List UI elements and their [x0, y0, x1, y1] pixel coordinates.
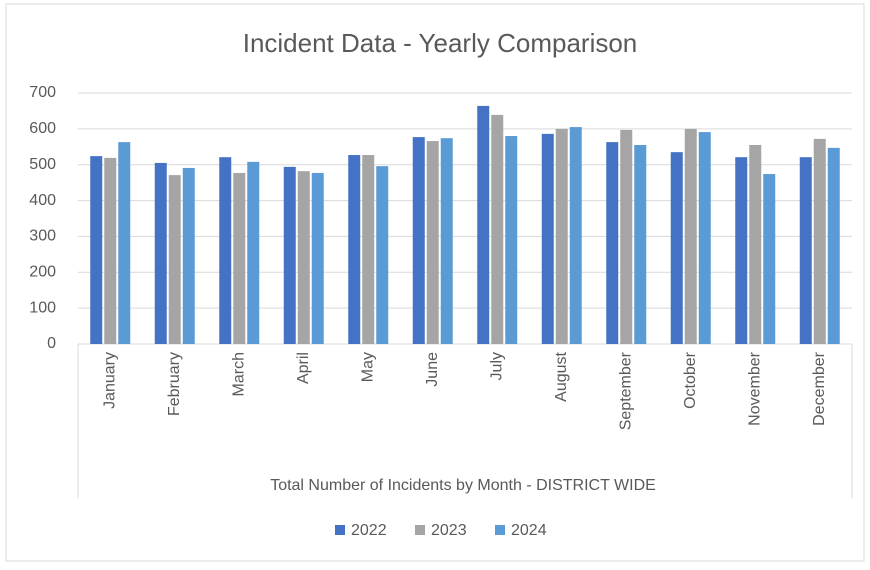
bar — [426, 141, 439, 344]
y-tick-label: 0 — [47, 335, 56, 352]
x-axis-title: Total Number of Incidents by Month - DIS… — [270, 477, 656, 494]
y-tick-label: 200 — [29, 264, 56, 281]
bar — [168, 175, 181, 344]
bar — [154, 162, 167, 344]
bar — [283, 166, 296, 344]
bar — [606, 142, 619, 344]
bar — [247, 161, 260, 344]
bar — [311, 172, 324, 344]
bar — [749, 144, 762, 344]
bar — [297, 171, 310, 344]
bar — [555, 128, 568, 344]
bar — [620, 129, 633, 344]
bar — [799, 157, 812, 344]
y-tick-label: 100 — [29, 299, 56, 316]
x-tick-label: March — [230, 352, 247, 396]
bar — [182, 167, 195, 344]
x-tick-label: August — [553, 351, 570, 401]
x-tick-label: September — [617, 351, 634, 430]
x-tick-label: April — [295, 352, 312, 384]
x-tick-label: January — [101, 352, 118, 409]
y-tick-label: 300 — [29, 228, 56, 245]
bar — [233, 172, 246, 344]
x-tick-label: October — [682, 351, 699, 409]
bar — [505, 136, 518, 344]
bar — [90, 156, 103, 344]
y-tick-label: 400 — [29, 192, 56, 209]
bar — [569, 127, 582, 344]
y-tick-label: 600 — [29, 120, 56, 137]
y-tick-label: 500 — [29, 156, 56, 173]
bar — [118, 142, 131, 344]
bar — [827, 147, 840, 344]
x-tick-label: June — [424, 352, 441, 387]
bar — [104, 157, 117, 344]
bar — [491, 114, 504, 344]
y-tick-label: 700 — [29, 84, 56, 101]
bar — [348, 155, 361, 344]
x-tick-label: May — [359, 352, 376, 382]
legend-swatch — [415, 525, 425, 535]
bar — [670, 152, 683, 344]
legend-label: 2022 — [351, 522, 387, 539]
bar — [541, 133, 554, 344]
x-tick-label: February — [166, 352, 183, 416]
bar — [362, 155, 375, 344]
x-tick-label: November — [746, 351, 763, 425]
legend-swatch — [495, 525, 505, 535]
bar — [684, 128, 697, 344]
chart-title: Incident Data - Yearly Comparison — [243, 28, 638, 58]
bar — [698, 132, 711, 344]
bar — [219, 157, 232, 344]
bar — [634, 144, 647, 344]
bar — [412, 137, 425, 344]
bar — [477, 105, 490, 344]
bar — [735, 157, 748, 344]
legend-label: 2024 — [511, 522, 547, 539]
x-tick-label: December — [811, 351, 828, 425]
legend-label: 2023 — [431, 522, 467, 539]
legend-swatch — [335, 525, 345, 535]
bar — [813, 138, 826, 344]
bar — [376, 166, 389, 344]
bar — [440, 138, 453, 344]
x-tick-label: July — [488, 352, 505, 380]
bar — [763, 174, 776, 344]
